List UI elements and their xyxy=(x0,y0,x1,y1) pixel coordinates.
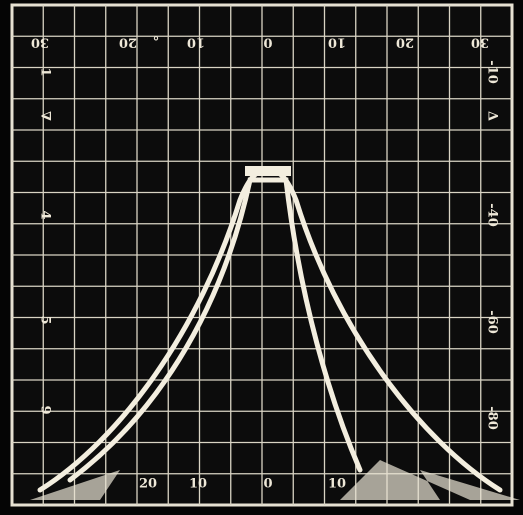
peak xyxy=(245,166,291,176)
scale-label: 0 xyxy=(263,477,272,492)
scale-label: -60 xyxy=(485,310,500,334)
scale-label: 5 xyxy=(38,315,53,324)
scale-label: 20 xyxy=(119,35,137,50)
scale-label: 10 xyxy=(328,477,346,492)
scale-label: 10 xyxy=(187,35,205,50)
scale-label: 20 xyxy=(139,477,157,492)
scale-label: ° xyxy=(153,27,160,42)
scale-label: 9 xyxy=(38,405,53,414)
scale-label: 30 xyxy=(31,35,49,50)
scale-label: 10 xyxy=(189,477,207,492)
noise xyxy=(30,460,520,500)
scale-label: -80 xyxy=(485,406,500,430)
scale-label: -10 xyxy=(485,60,500,84)
grid xyxy=(12,5,512,505)
scale-label: Δ xyxy=(485,111,500,121)
trace xyxy=(30,166,520,500)
inner-trace xyxy=(67,177,363,483)
scale-label: -40 xyxy=(485,203,500,227)
scale-label: 10 xyxy=(328,35,346,50)
scale-label: 4 xyxy=(38,210,53,219)
scale-label: ∇ xyxy=(38,111,53,121)
scale-label: 0 xyxy=(263,35,272,50)
scale-label: 30 xyxy=(471,35,489,50)
scale-label: 20 xyxy=(396,35,414,50)
scale-label: 1 xyxy=(38,67,53,76)
labels: 30 20 ° 10 0 10 20 30 1 ∇ 4 5 9 -10 Δ -40 -60 -80 20 10 0 10 xyxy=(31,27,500,492)
